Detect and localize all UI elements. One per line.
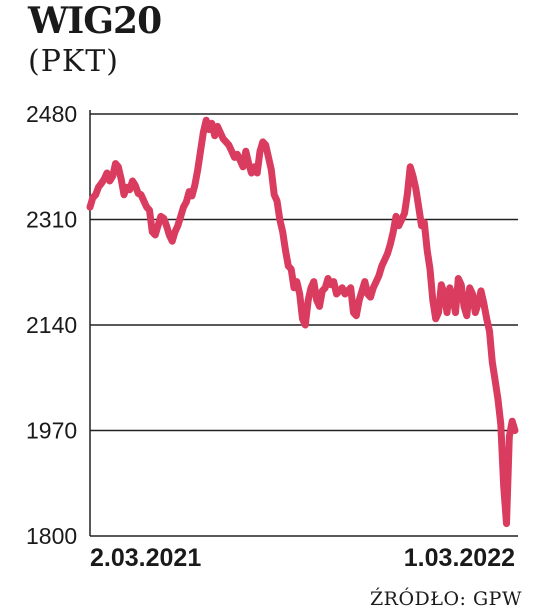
y-tick-label: 2480 (26, 101, 77, 127)
chart-title: WIG20 (28, 0, 162, 42)
unit-label: (PKT) (28, 44, 120, 79)
y-tick-label: 1970 (26, 418, 77, 444)
y-tick-label: 1800 (26, 523, 77, 549)
x-tick-label: 2.03.2021 (90, 544, 201, 572)
wig20-series-line (86, 116, 519, 528)
y-tick-label: 2140 (26, 312, 77, 338)
x-tick-label: 1.03.2022 (404, 544, 515, 572)
source-note: ŹRÓDŁO: GPW (369, 588, 522, 610)
y-tick-label: 2310 (26, 207, 77, 233)
